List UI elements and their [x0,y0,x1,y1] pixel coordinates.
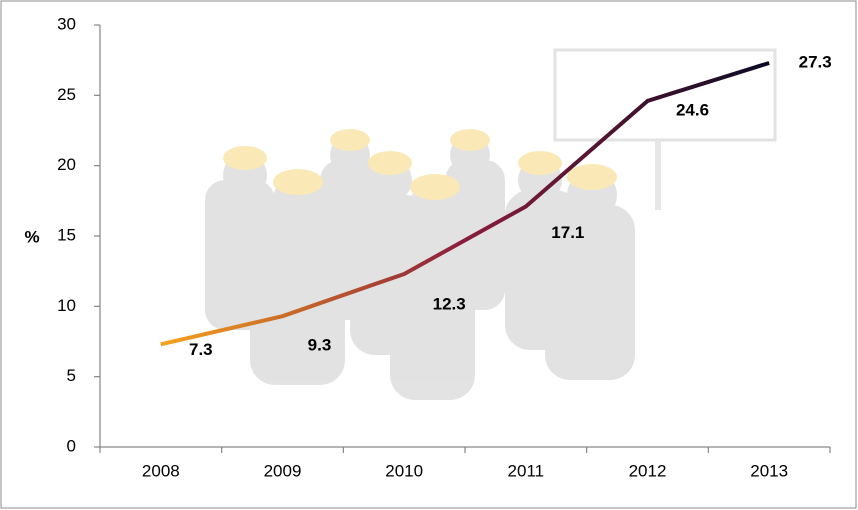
data-label: 7.3 [189,340,213,359]
x-tick-label: 2013 [750,461,788,480]
line [160,61,770,347]
data-label: 9.3 [308,336,332,355]
y-tick-label: 20 [57,155,76,174]
x-tick-label: 2008 [142,461,180,480]
data-label: 27.3 [799,52,832,71]
y-tick-label: 0 [67,436,76,455]
x-tick-label: 2010 [385,461,423,480]
data-label: 12.3 [433,294,466,313]
y-axis-label: % [24,227,39,246]
y-tick-label: 10 [57,296,76,315]
x-tick-label: 2012 [629,461,667,480]
data-label: 17.1 [551,223,584,242]
y-tick-label: 15 [57,225,76,244]
x-tick-label: 2011 [508,461,545,480]
data-label: 24.6 [676,100,709,119]
y-tick-label: 25 [57,85,76,104]
y-tick-label: 30 [57,14,76,33]
x-tick-label: 2009 [264,461,302,480]
y-tick-label: 5 [67,366,76,385]
